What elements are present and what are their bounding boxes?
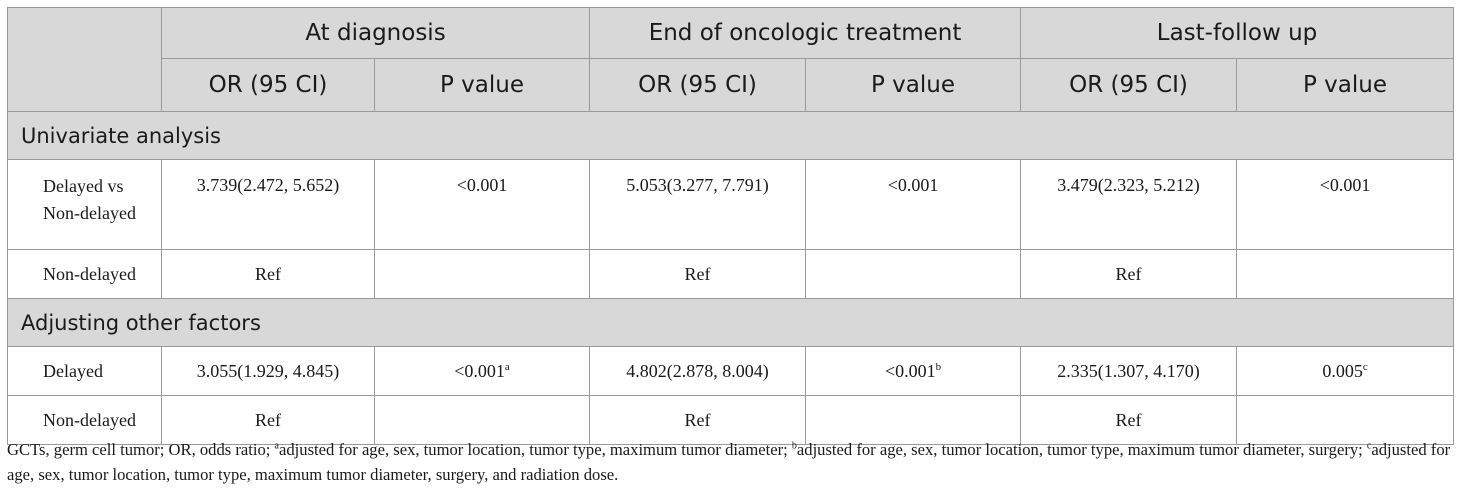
table-row: Delayed 3.055(1.929, 4.845) <0.001a 4.80…: [7, 346, 1455, 396]
header-row-groups: At diagnosis End of oncologic treatment …: [7, 7, 1455, 112]
row-label-line: Non-delayed: [43, 203, 136, 223]
table-cell: <0.001a: [373, 346, 591, 396]
header-group-last-follow-up: Last-follow up: [1020, 7, 1455, 59]
table-cell: Ref: [161, 395, 375, 445]
table-cell: 0.005c: [1236, 346, 1455, 396]
row-label: Delayed vs Non-delayed: [7, 159, 162, 250]
table-cell: 3.479(2.323, 5.212): [1020, 159, 1238, 250]
row-label: Delayed: [7, 346, 162, 396]
table-cell: <0.001: [1236, 159, 1455, 250]
table-cell: 3.739(2.472, 5.652): [161, 159, 375, 250]
header-or-ci: OR (95 CI): [589, 58, 807, 112]
table-cell: Ref: [1020, 395, 1238, 445]
header-corner: [7, 7, 162, 112]
header-p-value: P value: [805, 58, 1022, 112]
footnote-mark: a: [504, 360, 510, 373]
table-cell: Ref: [589, 249, 807, 299]
row-label-line: Delayed vs: [43, 176, 124, 196]
table-cell: 3.055(1.929, 4.845): [161, 346, 375, 396]
row-label: Non-delayed: [7, 395, 162, 445]
footnote-mark: c: [1362, 360, 1368, 373]
header-p-value: P value: [1236, 58, 1455, 112]
table-cell: [805, 249, 1022, 299]
table-footnote: GCTs, germ cell tumor; OR, odds ratio; a…: [7, 437, 1453, 487]
table-cell: Ref: [589, 395, 807, 445]
table-row: Non-delayed Ref Ref Ref: [7, 395, 1455, 445]
results-table: At diagnosis End of oncologic treatment …: [6, 7, 1455, 445]
section-row-univariate: Univariate analysis: [6, 111, 1455, 160]
table-cell: [1236, 249, 1455, 299]
footnote-text: adjusted for age, sex, tumor location, t…: [7, 440, 1451, 484]
header-or-ci: OR (95 CI): [1020, 58, 1238, 112]
footnote-mark: a: [274, 440, 279, 452]
table-row: Non-delayed Ref Ref Ref: [7, 249, 1455, 299]
row-label: Non-delayed: [7, 249, 162, 299]
header-p-value: P value: [373, 58, 591, 112]
table-cell: 5.053(3.277, 7.791): [589, 159, 807, 250]
footnote-text: adjusted for age, sex, tumor location, t…: [279, 440, 792, 459]
footnote-mark: b: [791, 440, 797, 452]
table-cell: [1236, 395, 1455, 445]
table-cell: Ref: [161, 249, 375, 299]
section-title: Univariate analysis: [6, 111, 1455, 160]
section-title: Adjusting other factors: [6, 298, 1455, 347]
table-cell: 4.802(2.878, 8.004): [589, 346, 807, 396]
table-cell: [373, 249, 591, 299]
table-cell: 2.335(1.307, 4.170): [1020, 346, 1238, 396]
footnote-mark: b: [935, 360, 942, 373]
table-row: Delayed vs Non-delayed 3.739(2.472, 5.652…: [7, 159, 1455, 250]
footnote-mark: c: [1366, 440, 1372, 452]
table-cell: <0.001: [805, 159, 1022, 250]
section-row-adjusted: Adjusting other factors: [6, 298, 1455, 347]
header-or-ci: OR (95 CI): [161, 58, 375, 112]
table-cell: <0.001b: [805, 346, 1022, 396]
table-cell: Ref: [1020, 249, 1238, 299]
footnote-intro: GCTs, germ cell tumor; OR, odds ratio;: [7, 440, 275, 459]
table-cell: [373, 395, 591, 445]
header-group-diagnosis: At diagnosis: [160, 7, 591, 59]
header-row-sub: OR (95 CI) P value OR (95 CI) P value OR…: [8, 58, 1455, 112]
table-container: At diagnosis End of oncologic treatment …: [6, 7, 1455, 445]
table-cell: <0.001: [373, 159, 591, 250]
header-group-end-treatment: End of oncologic treatment: [589, 7, 1022, 59]
footnote-text: adjusted for age, sex, tumor location, t…: [796, 440, 1367, 459]
